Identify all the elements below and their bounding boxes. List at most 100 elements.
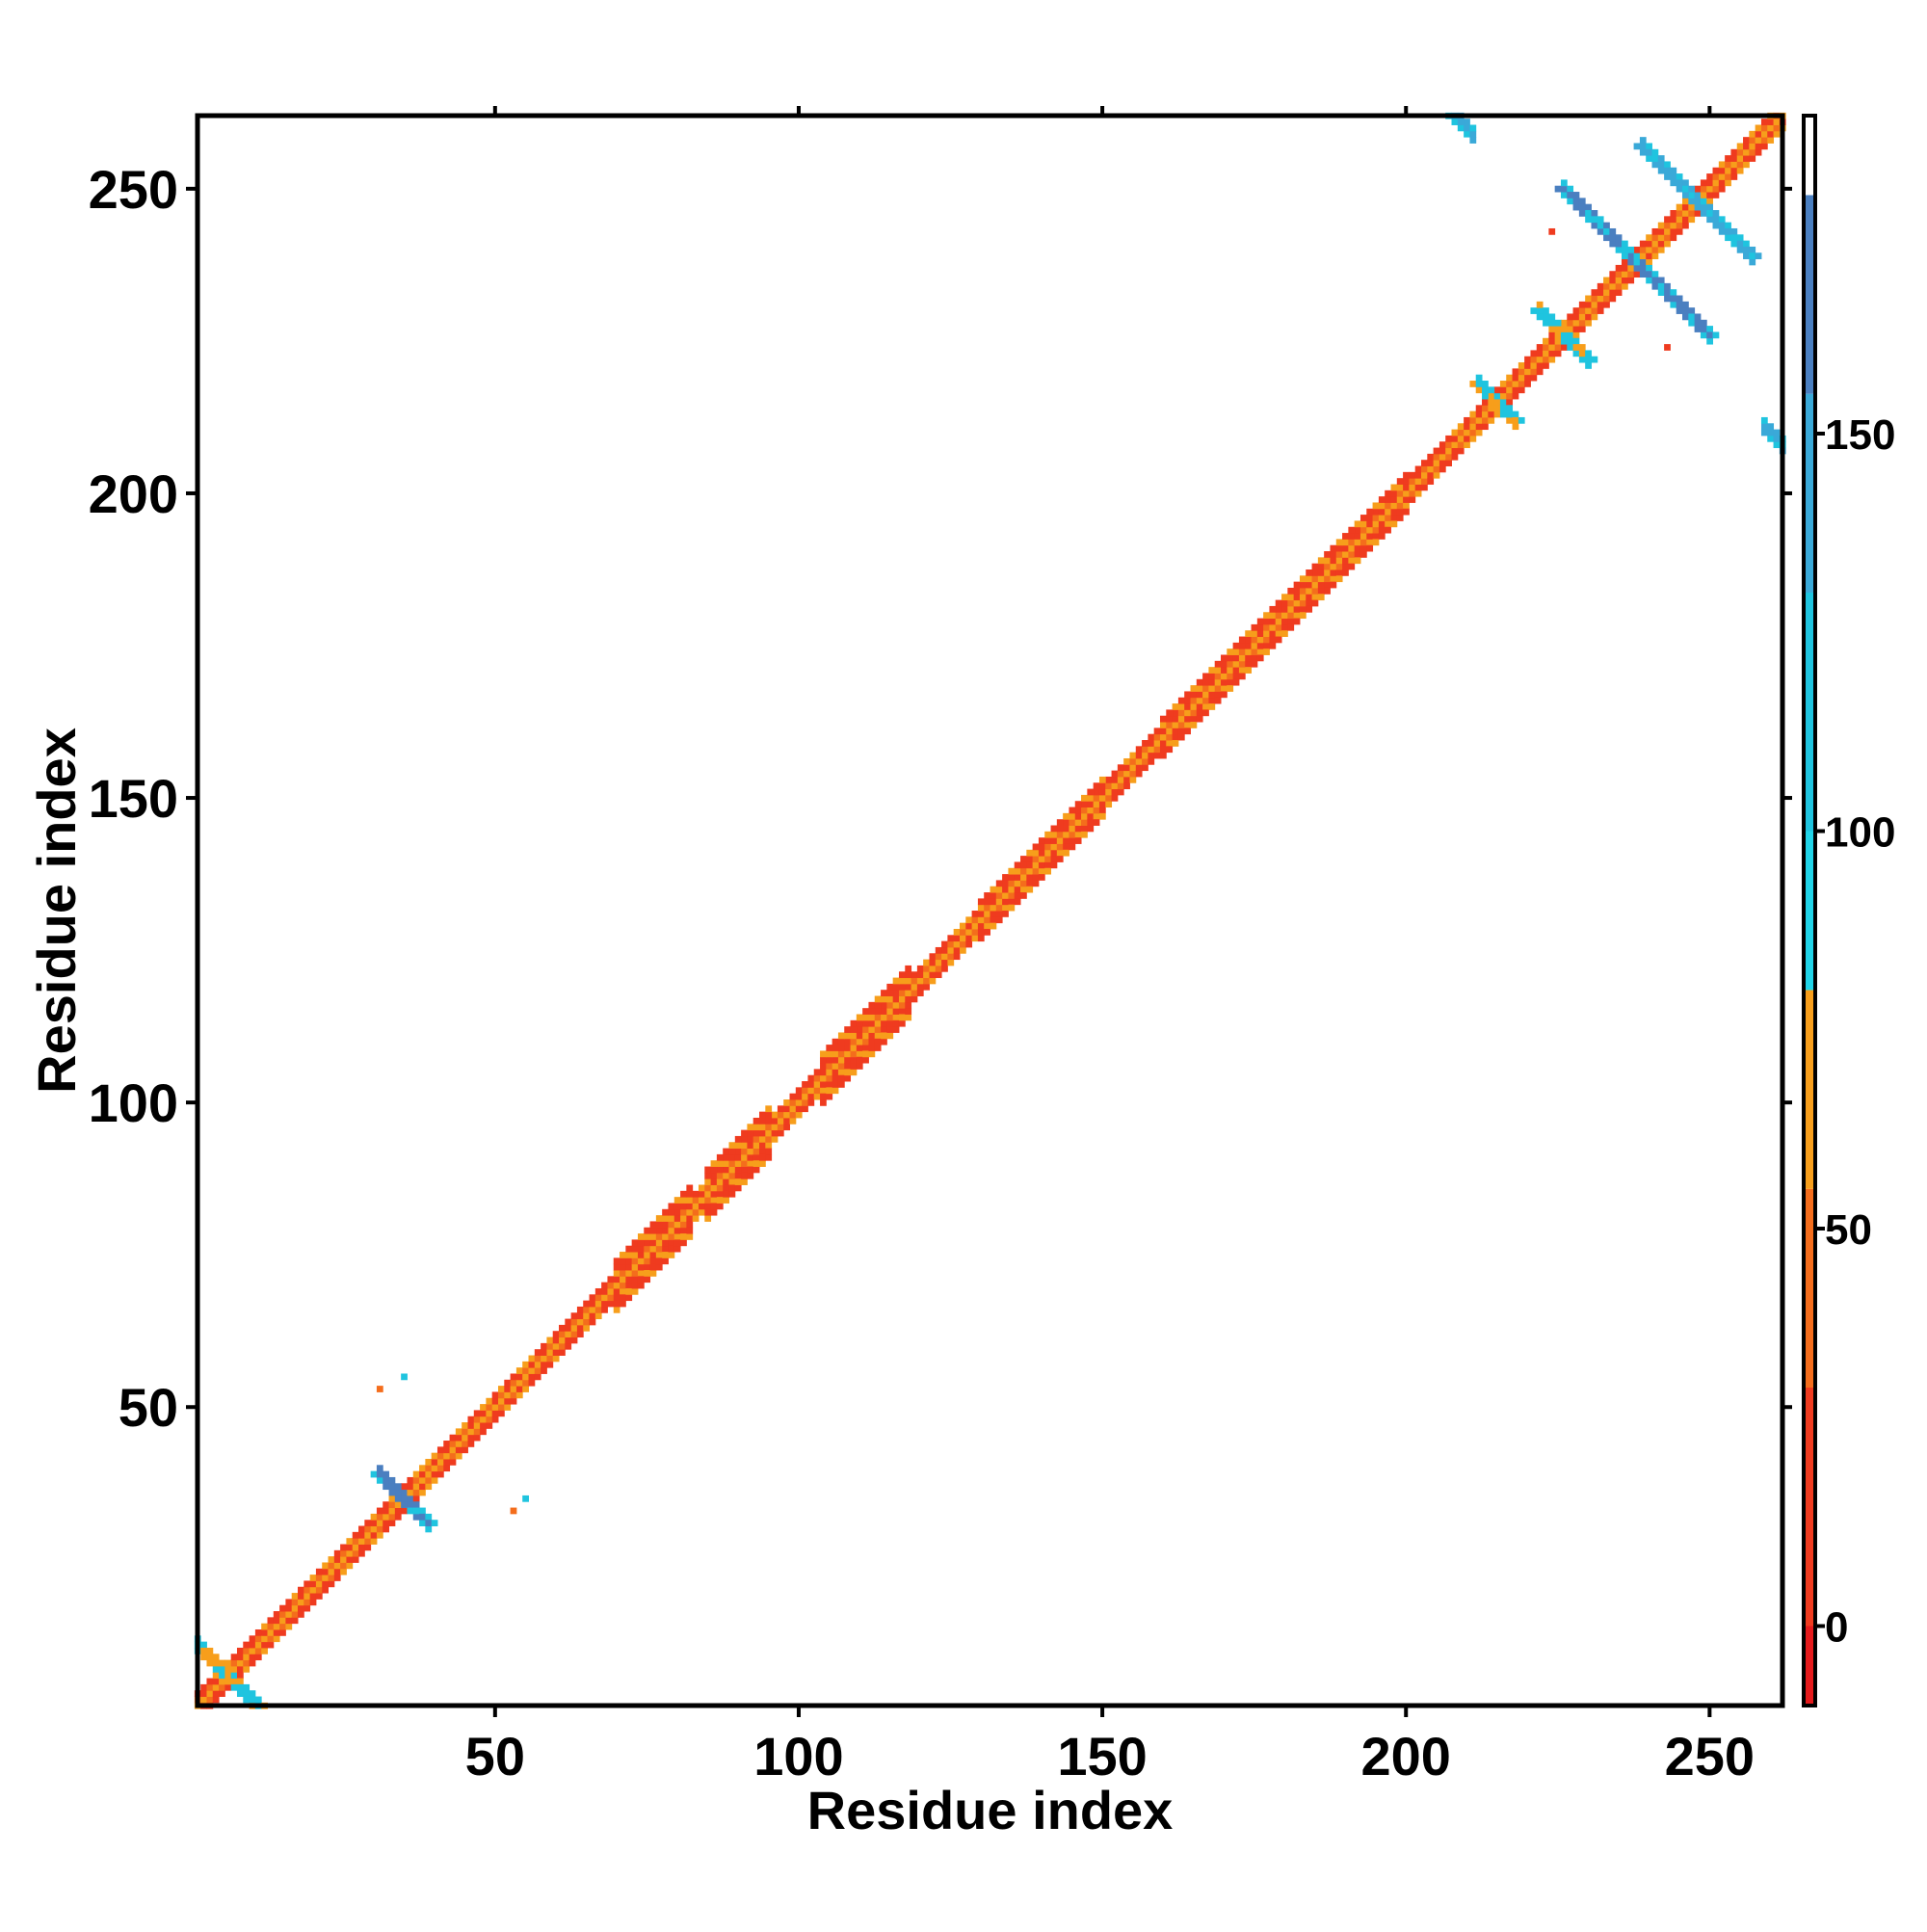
- heatmap-cell: [1221, 691, 1227, 699]
- heatmap-cell: [1348, 539, 1356, 546]
- heatmap-cell: [1512, 392, 1519, 400]
- heatmap-cell: [686, 1197, 694, 1204]
- heatmap-cell: [370, 1525, 378, 1533]
- heatmap-cell: [1706, 185, 1714, 193]
- heatmap-cell: [995, 898, 1003, 906]
- heatmap-cell: [1317, 594, 1325, 601]
- heatmap-cell: [1396, 478, 1404, 485]
- heatmap-cell: [844, 1063, 852, 1070]
- heatmap-cell: [1482, 392, 1489, 400]
- heatmap-cell: [1256, 642, 1264, 649]
- heatmap-cell: [881, 1008, 887, 1015]
- heatmap-cell: [1111, 776, 1119, 783]
- heatmap-cell: [1414, 490, 1422, 497]
- heatmap-cell: [1385, 520, 1391, 528]
- heatmap-cell: [1050, 831, 1058, 838]
- heatmap-cell: [1567, 313, 1574, 321]
- heatmap-cell: [1615, 234, 1623, 242]
- heatmap-cell: [620, 1263, 626, 1271]
- heatmap-cell: [522, 1373, 529, 1381]
- heatmap-cell: [680, 1233, 687, 1240]
- heatmap-cell: [1730, 148, 1738, 156]
- heatmap-cell: [1760, 137, 1768, 144]
- heatmap-cell: [953, 946, 961, 954]
- heatmap-cell: [1153, 728, 1161, 735]
- heatmap-cell: [1069, 831, 1076, 838]
- heatmap-cell: [698, 1203, 705, 1210]
- heatmap-cell: [534, 1367, 541, 1374]
- heatmap-cell: [285, 1611, 293, 1618]
- heatmap-cell: [401, 1507, 408, 1515]
- heatmap-cell: [449, 1434, 457, 1442]
- heatmap-cell: [1688, 203, 1696, 211]
- heatmap-cell: [874, 1045, 882, 1051]
- heatmap-cell: [1251, 654, 1258, 662]
- heatmap-cell: [1227, 667, 1234, 674]
- heatmap-cell: [1506, 381, 1514, 387]
- heatmap-cell: [322, 1580, 329, 1588]
- heatmap-cell: [916, 965, 924, 972]
- heatmap-cell: [358, 1538, 365, 1545]
- heatmap-cell: [1615, 277, 1623, 284]
- heatmap-cell: [868, 1026, 876, 1033]
- heatmap-cell: [1063, 843, 1069, 851]
- heatmap-cell: [431, 1452, 438, 1460]
- heatmap-cell: [1657, 222, 1665, 229]
- heatmap-cell: [1390, 490, 1398, 497]
- heatmap-cell: [1020, 856, 1027, 862]
- heatmap-cell: [1063, 819, 1069, 826]
- heatmap-cell: [662, 1233, 669, 1240]
- heatmap-cell: [765, 1148, 773, 1155]
- heatmap-cell: [298, 1611, 304, 1618]
- heatmap-cell: [881, 1026, 887, 1033]
- heatmap-cell: [1457, 429, 1465, 437]
- heatmap-cell: [291, 1599, 299, 1606]
- heatmap-cell: [1518, 416, 1525, 424]
- heatmap-cell: [1712, 222, 1720, 229]
- heatmap-cell: [734, 1135, 742, 1143]
- heatmap-cell: [1142, 757, 1148, 765]
- heatmap-cell: [1627, 258, 1635, 266]
- heatmap-cell: [1664, 227, 1671, 235]
- heatmap-cell: [668, 1215, 675, 1222]
- heatmap-cell: [1026, 861, 1034, 869]
- heatmap-cell: [1482, 405, 1489, 412]
- heatmap-cell: [874, 1038, 882, 1045]
- heatmap-cell: [1730, 167, 1738, 174]
- heatmap-cell: [923, 977, 930, 985]
- heatmap-cell: [807, 1093, 815, 1100]
- heatmap-cell: [741, 1129, 748, 1137]
- heatmap-cell: [1512, 368, 1519, 376]
- heatmap-cell: [759, 1148, 766, 1155]
- heatmap-cell: [1730, 227, 1738, 235]
- heatmap-cell: [1688, 192, 1696, 198]
- heatmap-cell: [984, 916, 990, 924]
- heatmap-cell: [1572, 307, 1580, 314]
- heatmap-cell: [383, 1507, 390, 1515]
- heatmap-cell: [394, 1507, 402, 1515]
- heatmap-cell: [364, 1520, 372, 1526]
- heatmap-cell: [916, 990, 924, 996]
- heatmap-cell: [1074, 801, 1082, 808]
- heatmap-cell: [832, 1038, 839, 1045]
- heatmap-cell: [1597, 282, 1604, 290]
- heatmap-cell: [443, 1452, 451, 1460]
- heatmap-cell: [704, 1166, 712, 1174]
- heatmap-cell: [1111, 770, 1119, 778]
- heatmap-cell: [552, 1349, 560, 1356]
- heatmap-cell: [916, 977, 924, 985]
- heatmap-cell: [892, 1026, 900, 1033]
- heatmap-cell: [473, 1422, 481, 1429]
- heatmap-cell: [1639, 143, 1647, 150]
- heatmap-cell: [1700, 185, 1707, 193]
- heatmap-cell: [1591, 216, 1598, 224]
- heatmap-cell: [959, 922, 966, 930]
- heatmap-cell: [1548, 344, 1556, 351]
- heatmap-cell: [850, 1069, 858, 1076]
- heatmap-cell: [1342, 544, 1349, 552]
- heatmap-cell: [1718, 185, 1726, 193]
- heatmap-cell: [1227, 660, 1234, 668]
- heatmap-cell: [594, 1294, 602, 1302]
- heatmap-cell: [856, 1045, 863, 1051]
- heatmap-cell: [1633, 246, 1641, 253]
